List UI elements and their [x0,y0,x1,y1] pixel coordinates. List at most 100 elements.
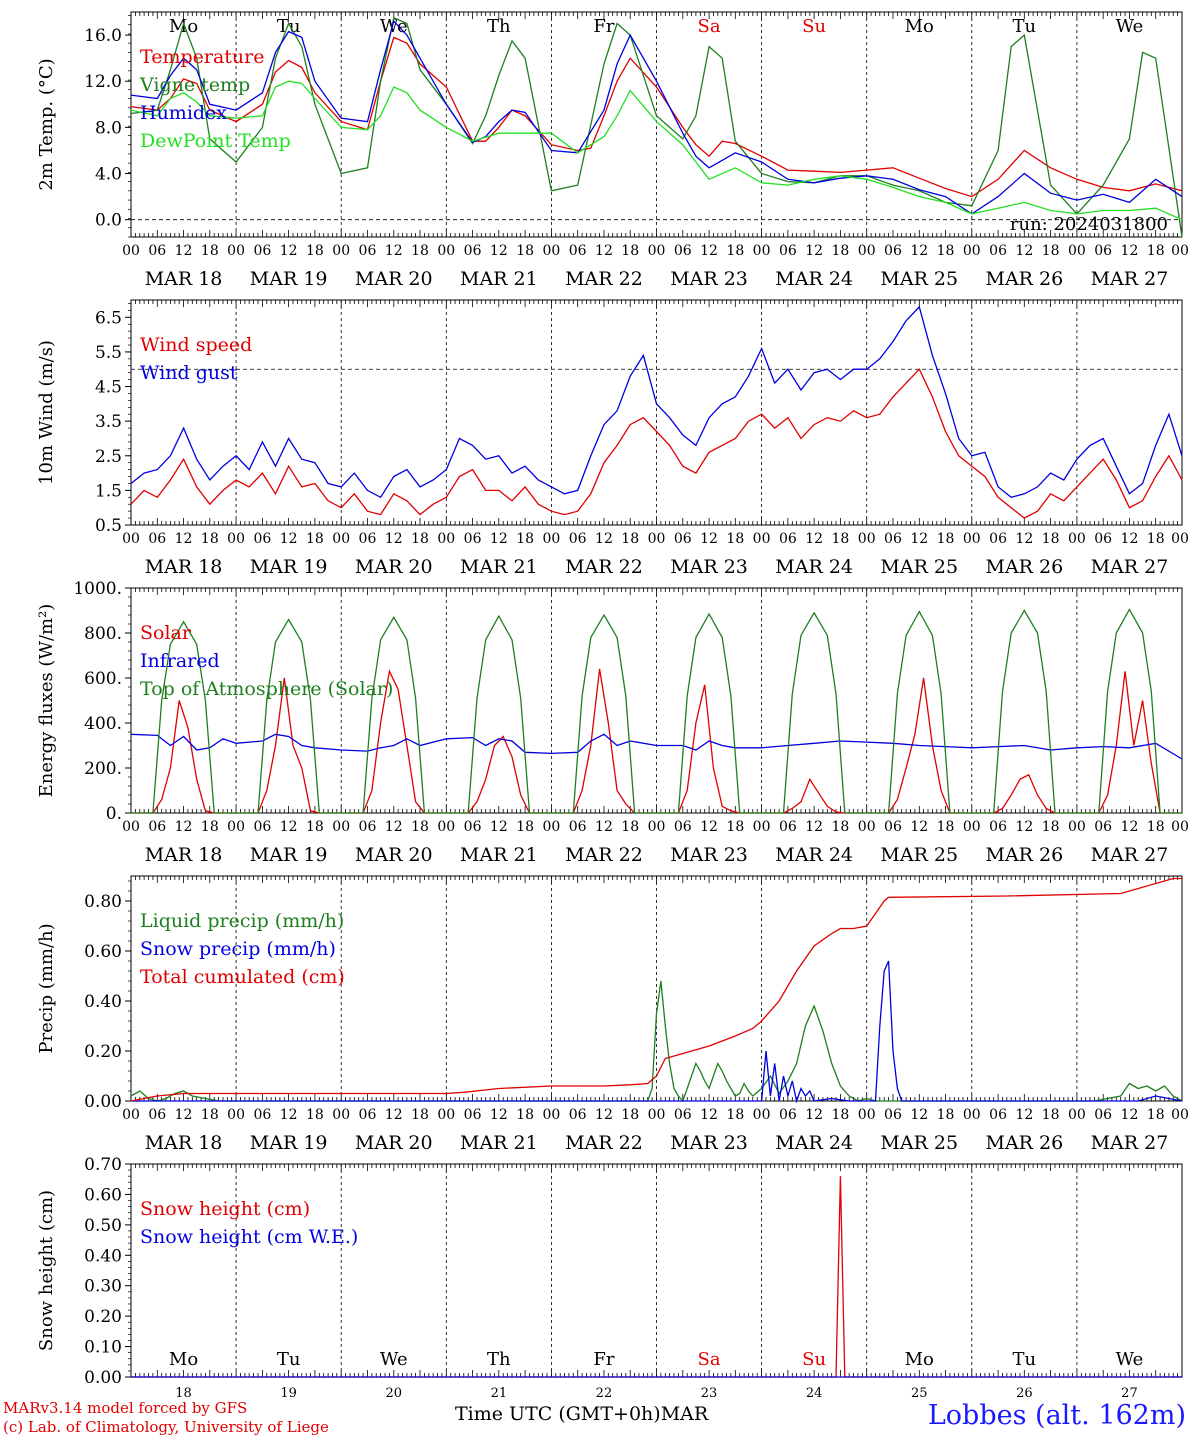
hour-tick-label: 06 [569,1107,587,1123]
hour-tick-label: 18 [306,1107,324,1123]
hour-tick-label: 18 [201,243,219,259]
hour-tick-label: 12 [385,243,403,259]
run-annotation: run: 2024031800 [1010,214,1168,235]
date-label: MAR 26 [985,844,1063,866]
weekday-label: Tu [1013,16,1037,37]
hour-tick-label: 06 [884,243,902,259]
y-tick-label: 8.0 [95,118,122,138]
hour-tick-label: 06 [779,243,797,259]
hour-tick-label: 12 [385,819,403,835]
series-dewpoint-temp [130,80,1183,221]
hour-tick-label: 12 [700,1107,718,1123]
hour-tick-label: 18 [1042,531,1060,547]
series-infrared [130,733,1183,760]
legend-entry: Snow precip (mm/h) [140,938,336,960]
weekday-label: Th [487,1349,511,1370]
hour-tick-label: 00 [753,243,771,259]
weekday-label: Mo [169,16,198,37]
hour-tick-label: 12 [1121,819,1139,835]
day-number-label: 22 [596,1386,613,1401]
y-tick-label: 0.5 [95,516,122,536]
hour-tick-label: 06 [569,819,587,835]
hour-tick-label: 06 [1094,1107,1112,1123]
hour-tick-label: 12 [280,243,298,259]
hour-tick-label: 00 [1171,819,1189,835]
legend-entry: Humidex [140,102,227,124]
hour-tick-label: 12 [280,1107,298,1123]
date-label: MAR 24 [775,844,853,866]
hour-tick-label: 06 [569,531,587,547]
hour-tick-label: 00 [858,1107,876,1123]
hour-tick-label: 12 [280,819,298,835]
plot-frame [130,587,1183,814]
y-tick-label: 0.30 [84,1277,122,1297]
y-tick-label: 0.50 [84,1216,122,1236]
hour-tick-label: 12 [805,243,823,259]
hour-tick-label: 00 [858,531,876,547]
y-tick-label: 0. [106,804,122,824]
date-label: MAR 20 [355,268,433,290]
weekday-label: Tu [1013,1349,1037,1370]
hour-tick-label: 06 [148,819,166,835]
hour-tick-label: 06 [464,243,482,259]
hour-tick-label: 18 [726,531,744,547]
y-tick-label: 4.0 [95,165,122,185]
hour-tick-label: 18 [516,819,534,835]
date-label: MAR 26 [985,1132,1063,1154]
hour-tick-label: 00 [963,531,981,547]
hour-tick-label: 00 [542,243,560,259]
hour-tick-label: 06 [253,1107,271,1123]
month-label: MAR [660,1403,709,1425]
hour-tick-label: 12 [1121,243,1139,259]
hour-tick-label: 06 [359,243,377,259]
hour-tick-label: 00 [1068,243,1086,259]
hour-tick-label: 12 [595,819,613,835]
hour-tick-label: 06 [148,243,166,259]
hour-tick-label: 18 [621,819,639,835]
date-label: MAR 25 [880,556,958,578]
hour-tick-label: 00 [1171,531,1189,547]
date-label: MAR 19 [250,268,328,290]
hour-tick-label: 12 [490,1107,508,1123]
hour-tick-label: 18 [832,819,850,835]
hour-tick-label: 18 [621,1107,639,1123]
y-tick-label: 5.5 [95,343,122,363]
weekday-label: We [1116,1349,1144,1370]
hour-tick-label: 06 [464,819,482,835]
hour-tick-label: 06 [148,1107,166,1123]
y-tick-label: 0.80 [84,892,122,912]
y-tick-label: 0.70 [84,1155,122,1175]
date-label: MAR 24 [775,556,853,578]
date-label: MAR 18 [145,844,223,866]
y-axis-title: Energy fluxes (W/m²) [36,604,57,798]
legend-entry: Total cumulated (cm) [140,966,345,988]
x-minor-ticks [130,12,1183,237]
hour-tick-label: 18 [1147,531,1165,547]
y-tick-label: 1.5 [95,481,122,501]
hour-tick-label: 00 [753,819,771,835]
hour-tick-label: 00 [753,531,771,547]
hour-tick-label: 06 [1094,243,1112,259]
hour-tick-label: 18 [411,819,429,835]
day-number-label: 26 [1016,1386,1033,1401]
day-number-label: 27 [1121,1386,1138,1401]
day-number-label: 19 [280,1386,297,1401]
hour-tick-label: 06 [253,819,271,835]
hour-tick-label: 06 [674,531,692,547]
date-label: MAR 21 [460,556,538,578]
hour-tick-label: 00 [227,819,245,835]
hour-tick-label: 06 [674,819,692,835]
day-number-label: 18 [175,1386,192,1401]
weekday-label: Tu [277,1349,301,1370]
y-tick-label: 400. [84,714,122,734]
series-temperature [130,36,1183,198]
hour-tick-label: 00 [648,819,666,835]
hour-tick-label: 12 [910,1107,928,1123]
x-minor-ticks [130,1164,1183,1377]
hour-tick-label: 06 [674,1107,692,1123]
hour-tick-label: 12 [910,819,928,835]
weekday-label: Mo [169,1349,198,1370]
hour-tick-label: 18 [411,531,429,547]
y-tick-label: 0.20 [84,1307,122,1327]
